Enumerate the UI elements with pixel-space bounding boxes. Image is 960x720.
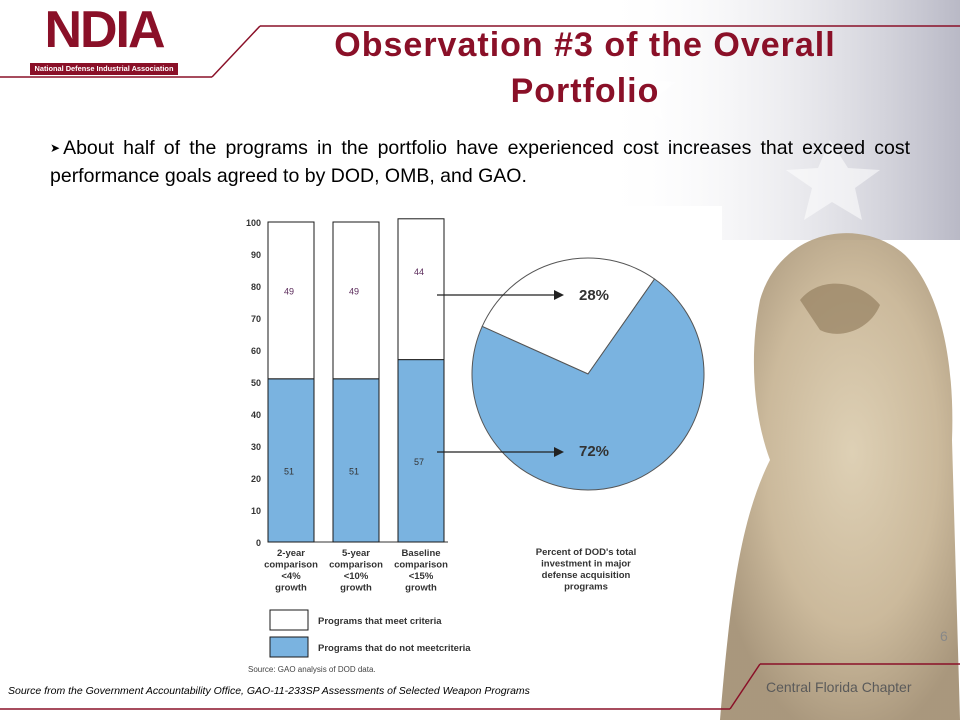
chapter-label: Central Florida Chapter	[766, 679, 912, 695]
y-tick-label: 0	[256, 538, 261, 548]
y-tick-label: 70	[251, 314, 261, 324]
data-label-not-meet: 51	[349, 466, 359, 476]
pie-caption-line: investment in major	[541, 559, 631, 570]
pie-label-meet: 28%	[579, 287, 609, 304]
y-tick-label: 10	[251, 506, 261, 516]
data-label-meet: 49	[349, 286, 359, 296]
y-tick-label: 90	[251, 250, 261, 260]
ndia-logo: NDIA National Defense Industrial Associa…	[30, 2, 178, 75]
pie-caption-line: Percent of DOD's total	[536, 547, 636, 558]
bullet-point: ➤ About half of the programs in the portf…	[50, 134, 910, 190]
bar-meet	[332, 221, 380, 380]
chart-source-note: Source: GAO analysis of DOD data.	[248, 665, 376, 674]
x-category-label: <15%	[409, 571, 434, 582]
x-category-label: comparison	[264, 560, 318, 571]
bar-not-meet	[397, 359, 445, 543]
bullet-text: About half of the programs in the portfo…	[50, 137, 910, 187]
data-label-meet: 49	[284, 286, 294, 296]
pie-label-not-meet: 72%	[579, 443, 609, 460]
bar-not-meet	[332, 378, 380, 543]
x-category-label: growth	[405, 583, 437, 594]
chart-figure: 010203040506070809010051492-yearcomparis…	[234, 206, 722, 678]
bar-meet	[267, 221, 315, 380]
x-category-label: Baseline	[401, 548, 440, 559]
flag-backdrop	[600, 0, 960, 240]
page-number: 6	[940, 628, 948, 644]
pie-caption-line: defense acquisition	[542, 570, 631, 581]
pie-slice-meet	[481, 257, 656, 375]
bullet-arrow-icon: ➤	[50, 141, 61, 155]
connector-arrow-meet-head	[554, 290, 564, 300]
pie-caption-line: programs	[564, 582, 608, 593]
x-category-label: growth	[340, 583, 372, 594]
slide-title: Observation #3 of the Overall Portfolio	[240, 22, 930, 114]
y-tick-label: 100	[246, 218, 261, 228]
pie-slice-not-meet	[471, 278, 705, 491]
x-category-label: comparison	[394, 560, 448, 571]
logo-subtitle: National Defense Industrial Association	[30, 63, 178, 75]
legend-swatch-not-meet	[269, 636, 309, 658]
x-category-label: 5-year	[342, 548, 370, 559]
x-category-label: <4%	[281, 571, 301, 582]
title-line-2: Portfolio	[510, 72, 660, 110]
bar-not-meet	[267, 378, 315, 543]
x-category-label: <10%	[344, 571, 369, 582]
y-tick-label: 80	[251, 282, 261, 292]
data-label-not-meet: 57	[414, 457, 424, 467]
y-tick-label: 60	[251, 346, 261, 356]
legend-label-not-meet: Programs that do not meetcriteria	[318, 643, 471, 654]
legend-swatch-meet	[269, 609, 309, 631]
y-tick-label: 50	[251, 378, 261, 388]
y-tick-label: 20	[251, 474, 261, 484]
y-tick-label: 30	[251, 442, 261, 452]
data-label-not-meet: 51	[284, 466, 294, 476]
title-line-1: Observation #3 of the Overall	[334, 26, 836, 64]
logo-wordmark: NDIA	[44, 1, 165, 59]
x-category-label: comparison	[329, 560, 383, 571]
x-category-label: growth	[275, 583, 307, 594]
data-label-meet: 44	[414, 267, 424, 277]
legend-label-meet: Programs that meet criteria	[318, 616, 442, 627]
bar-meet	[397, 218, 445, 361]
y-tick-label: 40	[251, 410, 261, 420]
x-category-label: 2-year	[277, 548, 305, 559]
connector-arrow-not-meet-head	[554, 447, 564, 457]
source-citation: Source from the Government Accountabilit…	[8, 685, 530, 697]
eagle-image	[720, 233, 960, 720]
